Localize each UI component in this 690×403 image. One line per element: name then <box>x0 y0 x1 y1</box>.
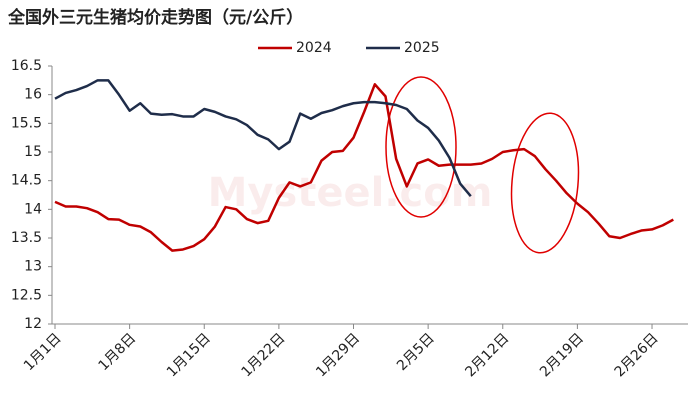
x-tick-label: 2月19日 <box>537 330 587 380</box>
y-tick-label: 15 <box>24 144 42 160</box>
series-line <box>54 79 472 197</box>
annotation-ellipse <box>385 76 457 218</box>
y-tick-label: 12.5 <box>11 287 42 303</box>
y-tick-label: 16.5 <box>11 58 42 74</box>
x-tick-label: 2月5日 <box>394 330 438 374</box>
x-tick-label: 1月1日 <box>21 330 65 374</box>
y-tick-label: 13.5 <box>11 230 42 246</box>
y-tick-label: 15.5 <box>11 115 42 131</box>
annotation-ellipse <box>510 112 580 254</box>
y-tick-label: 13 <box>24 259 42 275</box>
y-tick-label: 14 <box>24 201 42 217</box>
chart-title: 全国外三元生猪均价走势图（元/公斤） <box>7 7 303 28</box>
x-tick-label: 2月26日 <box>612 330 662 380</box>
x-tick-label: 1月29日 <box>313 330 363 380</box>
legend-label: 2025 <box>404 40 440 56</box>
y-tick-label: 16 <box>24 87 42 103</box>
x-tick-label: 2月12日 <box>462 330 512 380</box>
y-tick-label: 12 <box>24 316 42 332</box>
x-tick-label: 1月22日 <box>239 330 289 380</box>
y-tick-label: 14.5 <box>11 173 42 189</box>
x-tick-label: 1月8日 <box>96 330 140 374</box>
legend-label: 2024 <box>296 40 332 56</box>
series-line <box>54 83 674 252</box>
x-tick-label: 1月15日 <box>164 330 214 380</box>
watermark: Mysteel.com <box>208 170 493 216</box>
